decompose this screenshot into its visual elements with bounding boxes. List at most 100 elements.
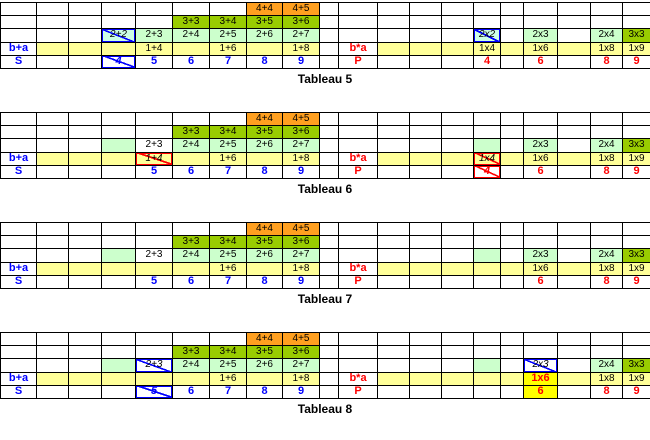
- grid-cell: [558, 275, 591, 288]
- grid-cell: [136, 262, 173, 275]
- grid-cell: 4: [102, 55, 136, 68]
- grid-cell: [37, 139, 69, 152]
- grid-cell: [37, 346, 69, 359]
- grid-cell: 1+6: [210, 372, 247, 385]
- grid-cell: [474, 275, 501, 288]
- grid-cell: [442, 29, 474, 42]
- grid-cell: [320, 346, 339, 359]
- grid-cell: [501, 223, 524, 236]
- grid-cell: 4+5: [283, 3, 320, 16]
- grid-cell: [623, 333, 650, 346]
- grid-cell: 7: [210, 275, 247, 288]
- grid-cell: b+a: [1, 262, 37, 275]
- grid-cell: [102, 372, 136, 385]
- grid-cell: 3x3: [623, 139, 650, 152]
- grid-cell: [558, 359, 591, 372]
- grid-cell: [102, 346, 136, 359]
- grid-cell: 2x3: [524, 29, 558, 42]
- grid-cell: [524, 346, 558, 359]
- grid-cell: [524, 16, 558, 29]
- grid-cell: [501, 359, 524, 372]
- grid-cell: 1+8: [283, 262, 320, 275]
- grid-cell: [1, 3, 37, 16]
- grid-cell: 3+4: [210, 236, 247, 249]
- grid-cell: [442, 236, 474, 249]
- table-caption: Tableau 8: [0, 402, 650, 416]
- grid-cell: 4+4: [247, 3, 283, 16]
- grid-cell: [102, 165, 136, 178]
- grid-cell: [173, 223, 210, 236]
- grid-cell: [474, 113, 501, 126]
- grid-cell: 4+5: [283, 223, 320, 236]
- grid-cell: 8: [247, 385, 283, 398]
- grid-cell: 1x8: [591, 372, 623, 385]
- grid-cell: [37, 333, 69, 346]
- grid-cell: 4+5: [283, 113, 320, 126]
- grid-cell: 8: [247, 55, 283, 68]
- grid-cell: 1+4: [136, 42, 173, 55]
- grid-cell: [320, 372, 339, 385]
- grid-cell: [410, 152, 442, 165]
- grid-cell: [524, 126, 558, 139]
- grid-cell: [37, 385, 69, 398]
- grid-cell: [410, 126, 442, 139]
- grid-cell: [410, 55, 442, 68]
- grid-cell: [501, 16, 524, 29]
- grid-cell: 1x4: [474, 152, 501, 165]
- grid-cell: [442, 359, 474, 372]
- grid-cell: [558, 385, 591, 398]
- grid-cell: 2x4: [591, 139, 623, 152]
- grid-cell: 9: [623, 275, 650, 288]
- grid-cell: [69, 275, 102, 288]
- grid-cell: P: [339, 275, 378, 288]
- table-caption: Tableau 7: [0, 292, 650, 306]
- grid-cell: [247, 262, 283, 275]
- grid-cell: [102, 3, 136, 16]
- grid-cell: [410, 165, 442, 178]
- grid-cell: [442, 113, 474, 126]
- grid-cell: 3+5: [247, 126, 283, 139]
- grid-cell: [37, 236, 69, 249]
- grid-cell: [558, 139, 591, 152]
- grid-cell: [623, 223, 650, 236]
- grid-cell: [410, 3, 442, 16]
- grid-cell: [69, 3, 102, 16]
- grid-cell: [320, 165, 339, 178]
- grid-cell: [558, 262, 591, 275]
- grid-cell: [378, 29, 410, 42]
- grid-cell: [501, 139, 524, 152]
- grid-cell: 9: [623, 55, 650, 68]
- grid-cell: 1x9: [623, 152, 650, 165]
- grid-cell: [410, 236, 442, 249]
- grid-cell: [378, 42, 410, 55]
- grid-cell: [501, 372, 524, 385]
- grid-cell: [102, 275, 136, 288]
- grid-cell: 6: [173, 385, 210, 398]
- grid-cell: [173, 372, 210, 385]
- grid-cell: P: [339, 385, 378, 398]
- grid-cell: 2x3: [524, 249, 558, 262]
- grid-cell: [474, 385, 501, 398]
- grid-cell: [474, 249, 501, 262]
- grid-cell: 1x9: [623, 42, 650, 55]
- grid-cell: 2+4: [173, 249, 210, 262]
- grid-cell: [378, 262, 410, 275]
- grid-cell: [320, 16, 339, 29]
- grid-cell: [501, 29, 524, 42]
- grid-cell: 6: [524, 385, 558, 398]
- grid-cell: 3x3: [623, 249, 650, 262]
- grid-cell: [37, 249, 69, 262]
- grid-cell: [136, 113, 173, 126]
- grid-cell: [623, 236, 650, 249]
- grid-cell: [320, 29, 339, 42]
- grid-cell: P: [339, 55, 378, 68]
- grid-cell: [501, 55, 524, 68]
- grid-cell: P: [339, 165, 378, 178]
- grid-cell: [410, 275, 442, 288]
- grid-cell: [591, 333, 623, 346]
- grid-cell: [410, 249, 442, 262]
- grid-cell: S: [1, 55, 37, 68]
